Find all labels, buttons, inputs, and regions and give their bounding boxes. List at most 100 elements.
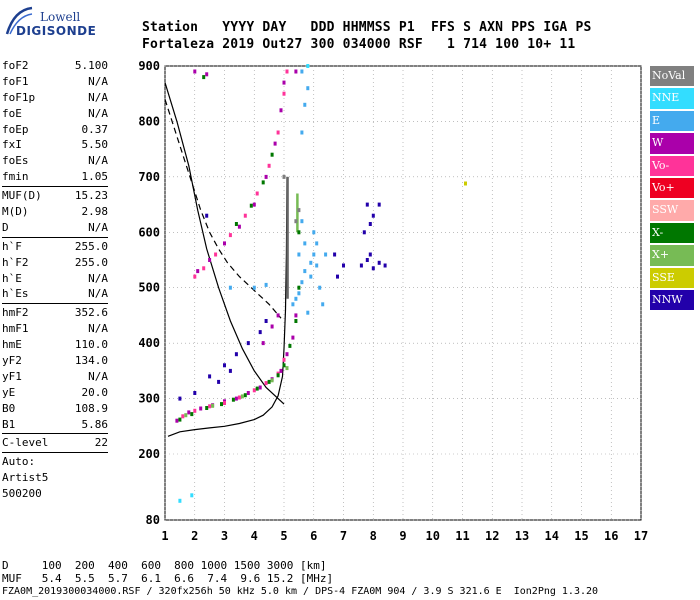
param-key: hmF2: [2, 306, 29, 320]
legend-item: X+: [650, 245, 694, 268]
y-tick-label: 300: [138, 392, 160, 406]
echo-point: [273, 141, 277, 146]
x-tick-label: 9: [399, 529, 406, 543]
echo-point: [282, 174, 286, 179]
echo-point: [285, 69, 289, 74]
echo-point: [255, 386, 259, 391]
x-tick-label: 3: [221, 529, 228, 543]
param-row: B0 108.9: [2, 401, 108, 417]
echo-point: [220, 402, 223, 407]
echo-point: [205, 72, 209, 77]
echo-point: [237, 395, 241, 400]
legend-item: SSW: [650, 200, 694, 223]
param-row: h`F 255.0: [2, 239, 108, 255]
echo-point: [208, 404, 212, 409]
x-tick-label: 2: [191, 529, 198, 543]
x-tick-label: 12: [485, 529, 499, 543]
param-divider: [2, 433, 108, 435]
echo-point: [279, 368, 283, 373]
echo-point: [270, 152, 274, 157]
echo-point: [264, 282, 268, 287]
x-tick-label: 8: [370, 529, 377, 543]
param-key: yF1: [2, 369, 22, 383]
param-row: B1 5.86: [2, 417, 108, 433]
echo-point: [294, 319, 298, 323]
echo-point: [202, 75, 206, 80]
param-row: hmF2 352.6: [2, 305, 108, 321]
echo-point: [377, 260, 381, 265]
param-row: foEp 0.37: [2, 122, 108, 138]
echo-point: [315, 263, 319, 268]
echo-point: [324, 252, 328, 257]
x-tick-label: 16: [604, 529, 618, 543]
echo-point: [383, 263, 387, 268]
echo-point: [279, 108, 283, 113]
echo-point: [237, 224, 241, 229]
param-value: 134.0: [74, 354, 108, 368]
echo-point: [193, 391, 197, 395]
echo-point: [208, 374, 212, 379]
x-tick-label: 11: [455, 529, 469, 543]
legend-item: X-: [650, 222, 694, 246]
echo-point: [228, 233, 232, 238]
y-tick-label: 600: [138, 225, 160, 239]
profile-curve: [167, 176, 288, 437]
echo-point: [217, 379, 221, 384]
param-value: 110.0: [74, 338, 108, 352]
y-tick-label: 700: [138, 170, 160, 184]
echo-point: [246, 391, 250, 395]
parameter-panel: foF2 5.100 foF1 N/A foF1p N/A foE N/A foEp 0.37 fx…: [2, 58, 108, 502]
param-key: hmE: [2, 338, 22, 352]
param-row: h`F2 255.0: [2, 255, 108, 271]
echo-point: [264, 381, 268, 386]
echo-point: [178, 396, 182, 401]
echo-point: [199, 406, 203, 411]
param-row: D N/A: [2, 220, 108, 236]
echo-point: [291, 302, 295, 307]
param-value: N/A: [88, 220, 108, 234]
echo-point: [234, 222, 238, 226]
param-key: foF1: [2, 74, 29, 88]
param-divider: [2, 186, 108, 188]
echo-point: [309, 260, 313, 265]
header-values: Fortaleza 2019 Out27 300 034000 RSF 1 71…: [142, 37, 576, 52]
echo-point: [285, 352, 289, 357]
echo-point: [276, 130, 280, 135]
echo-point: [285, 366, 289, 371]
echo-point: [243, 213, 247, 218]
echo-point: [202, 266, 206, 271]
echo-point: [234, 352, 238, 357]
param-key: M(D): [2, 205, 29, 219]
param-row: yF2 134.0: [2, 353, 108, 369]
param-value: 2.98: [81, 205, 109, 219]
echo-point: [282, 357, 286, 362]
echo-point: [306, 86, 310, 91]
echo-point: [246, 341, 250, 346]
param-key: h`F: [2, 239, 22, 253]
echo-point: [190, 493, 194, 498]
echo-point: [300, 130, 304, 135]
param-value: N/A: [88, 106, 108, 120]
echo-point: [300, 69, 304, 74]
x-tick-label: 15: [574, 529, 588, 543]
echo-point: [243, 393, 247, 398]
echo-point: [258, 385, 262, 390]
echo-point: [214, 252, 218, 257]
echo-point: [294, 313, 298, 318]
param-value: 108.9: [74, 401, 108, 415]
param-value: 0.37: [81, 122, 109, 136]
x-tick-label: 10: [426, 529, 440, 543]
param-value: N/A: [88, 287, 108, 301]
param-value: 20.0: [81, 385, 109, 399]
echo-point: [205, 406, 209, 410]
param-key: yE: [2, 385, 16, 399]
profile-curve: [164, 99, 282, 319]
echo-point: [211, 403, 215, 408]
echo-point: [223, 241, 226, 246]
logo-line2: DIGISONDE: [16, 24, 97, 38]
param-row: hmF1 N/A: [2, 321, 108, 337]
autoscaling-note: Auto:: [2, 455, 36, 469]
param-key: MUF(D): [2, 189, 42, 203]
param-row: hmE 110.0: [2, 337, 108, 353]
